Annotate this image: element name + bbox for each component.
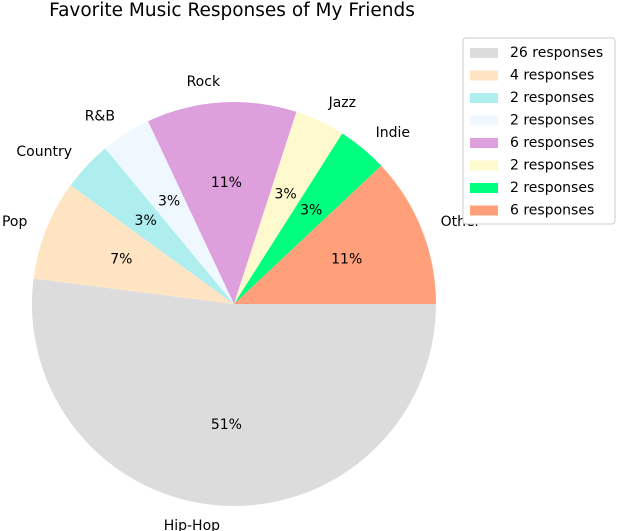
slice-label-r-b: R&B bbox=[85, 108, 115, 124]
pie-slice-other bbox=[234, 165, 436, 304]
slice-percent-jazz: 3% bbox=[274, 186, 296, 202]
slice-label-indie: Indie bbox=[376, 125, 410, 141]
slice-percent-indie: 3% bbox=[300, 203, 322, 219]
slice-percent-labels: 51%7%3%3%11%3%3%11% bbox=[110, 175, 362, 433]
pie-slice-r-b bbox=[105, 121, 234, 304]
slice-label-pop: Pop bbox=[2, 214, 28, 230]
legend-swatch-rock bbox=[470, 138, 498, 148]
legend-swatch-other bbox=[470, 205, 498, 216]
legend-label-hip-hop: 26 responses bbox=[510, 45, 603, 61]
slice-percent-hip-hop: 51% bbox=[211, 417, 242, 433]
pie-slice-jazz bbox=[234, 111, 343, 304]
legend-label-jazz: 2 responses bbox=[510, 158, 594, 174]
slice-label-jazz: Jazz bbox=[328, 95, 356, 111]
legend-swatch-country bbox=[470, 93, 498, 103]
legend-label-r-b: 2 responses bbox=[510, 113, 594, 129]
legend: 26 responses 4 responses 2 responses 2 resp… bbox=[462, 37, 616, 225]
pie-slice-indie bbox=[234, 133, 382, 304]
slice-percent-pop: 7% bbox=[110, 251, 132, 267]
legend-swatch-hip-hop bbox=[470, 48, 498, 58]
chart-title: Favorite Music Responses of My Friends bbox=[49, 0, 415, 21]
legend-swatch-jazz bbox=[470, 160, 498, 171]
legend-label-other: 6 responses bbox=[510, 203, 594, 219]
slice-percent-other: 11% bbox=[331, 251, 362, 267]
pie-slice-pop bbox=[33, 185, 234, 304]
legend-label-rock: 6 responses bbox=[510, 135, 594, 151]
legend-items: 26 responses 4 responses 2 responses 2 resp… bbox=[470, 45, 603, 219]
legend-frame bbox=[462, 37, 616, 225]
slice-label-country: Country bbox=[16, 144, 72, 160]
slice-percent-country: 3% bbox=[135, 213, 157, 229]
legend-label-indie: 2 responses bbox=[510, 180, 594, 196]
slice-label-hip-hop: Hip-Hop bbox=[164, 518, 220, 531]
legend-label-pop: 4 responses bbox=[510, 68, 594, 84]
pie-slice-hip-hop bbox=[32, 278, 437, 506]
slice-percent-rock: 11% bbox=[211, 175, 242, 191]
pie-slice-rock bbox=[147, 102, 297, 305]
pie-slice-country bbox=[70, 148, 234, 304]
pie-slices bbox=[32, 102, 437, 506]
slice-percent-r-b: 3% bbox=[158, 194, 180, 210]
legend-swatch-r-b bbox=[470, 115, 498, 126]
slice-label-rock: Rock bbox=[187, 74, 221, 90]
legend-swatch-pop bbox=[470, 70, 498, 81]
legend-swatch-indie bbox=[470, 183, 498, 193]
legend-label-country: 2 responses bbox=[510, 90, 594, 106]
